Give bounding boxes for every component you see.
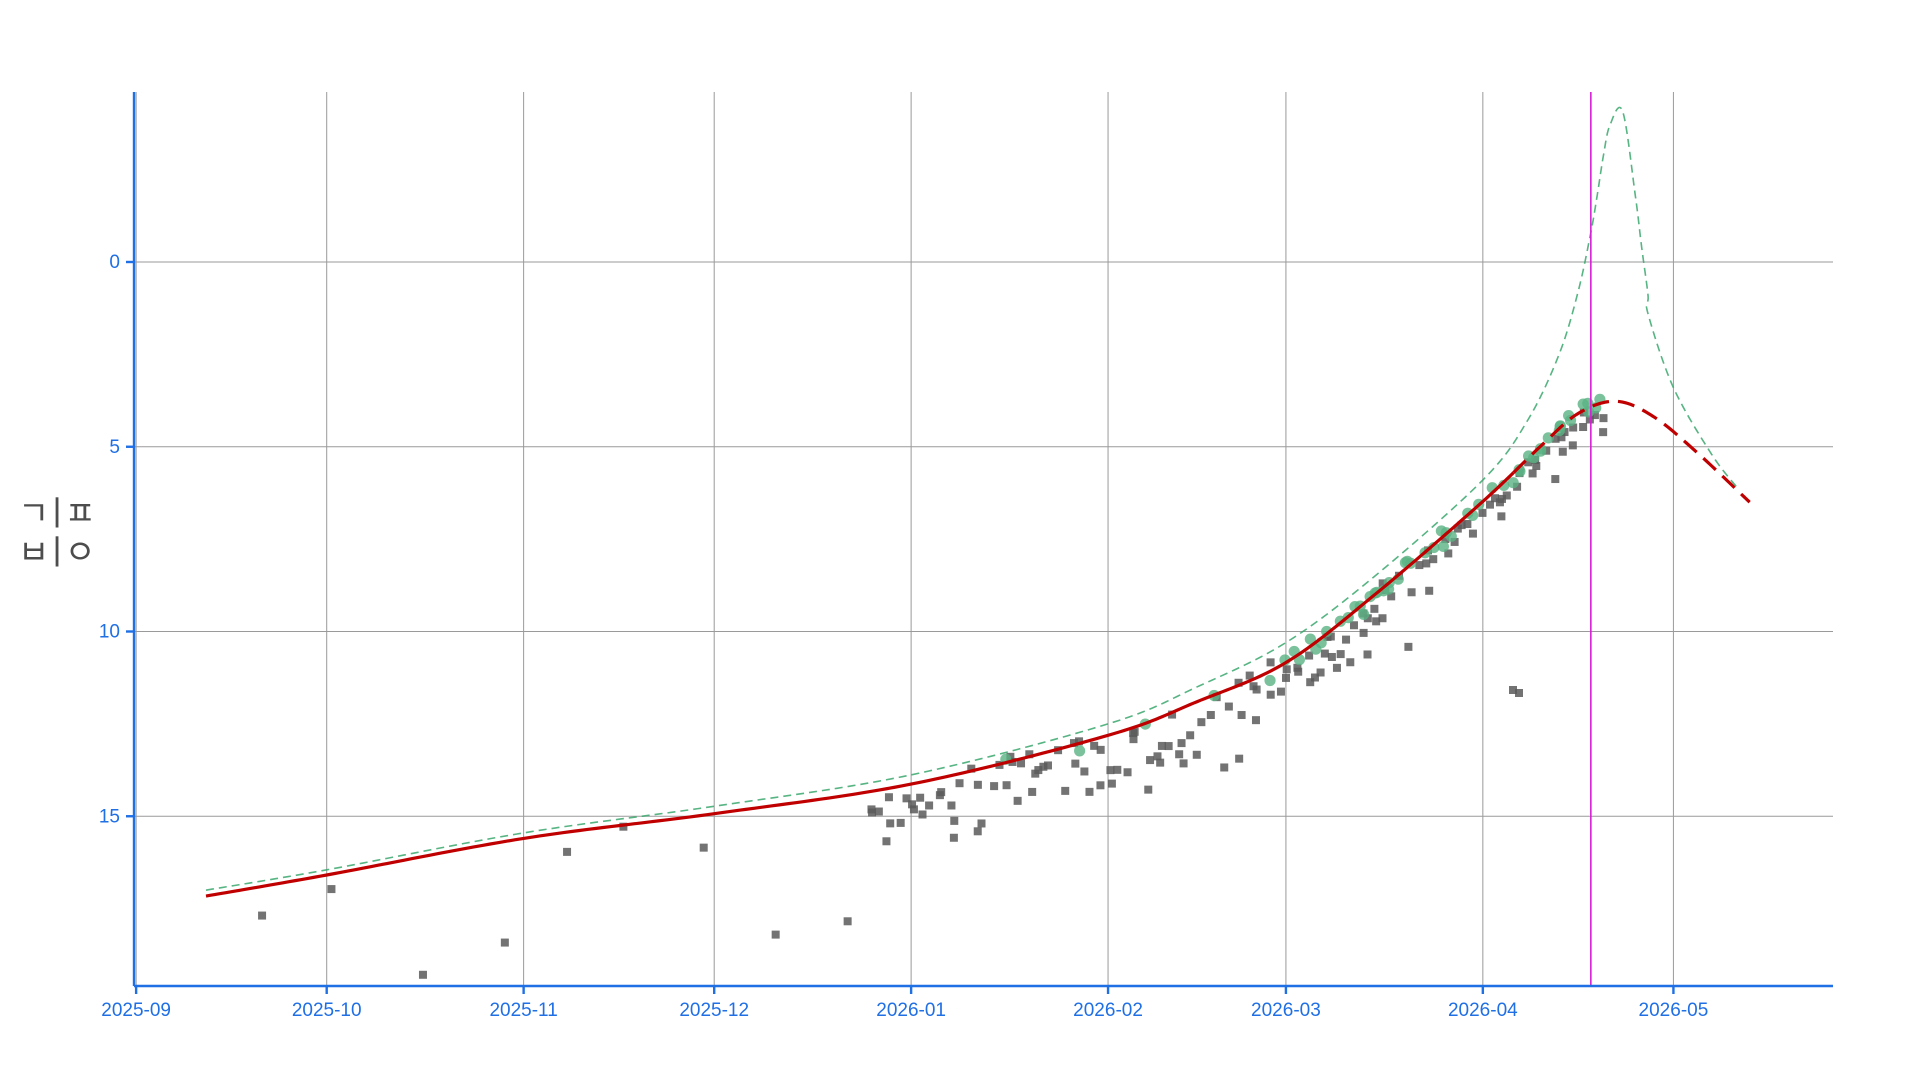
svg-text:2026-05: 2026-05 <box>1639 1000 1709 1021</box>
svg-text:0: 0 <box>109 252 120 273</box>
svg-text:2025-10: 2025-10 <box>292 1000 362 1021</box>
svg-text:2026-03: 2026-03 <box>1251 1000 1321 1021</box>
svg-text:2026-04: 2026-04 <box>1448 1000 1518 1021</box>
svg-text:10: 10 <box>99 622 120 643</box>
svg-text:2025-09: 2025-09 <box>101 1000 171 1021</box>
svg-text:2026-01: 2026-01 <box>876 1000 946 1021</box>
svg-text:2025-11: 2025-11 <box>489 1000 557 1021</box>
svg-text:5: 5 <box>109 437 120 458</box>
svg-text:2026-02: 2026-02 <box>1073 1000 1143 1021</box>
svg-text:2025-12: 2025-12 <box>679 1000 749 1021</box>
svg-text:15: 15 <box>99 806 120 827</box>
